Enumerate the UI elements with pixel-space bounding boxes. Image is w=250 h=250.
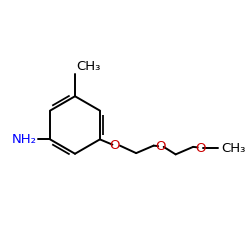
Text: O: O [195,142,205,154]
Text: NH₂: NH₂ [11,133,36,146]
Text: O: O [156,140,166,153]
Text: CH₃: CH₃ [222,142,246,154]
Text: CH₃: CH₃ [76,60,100,72]
Text: O: O [110,139,120,152]
